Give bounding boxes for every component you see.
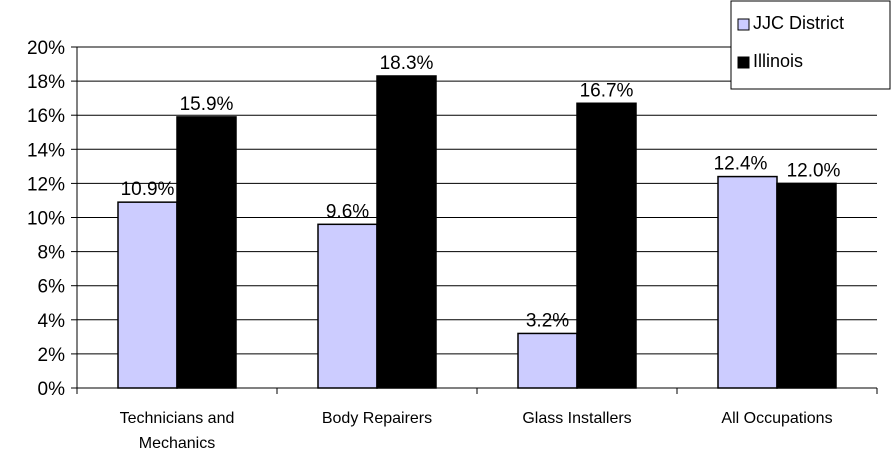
x-category-label: Glass Installers bbox=[522, 410, 631, 427]
x-category-label: Body Repairers bbox=[322, 410, 432, 427]
y-tick-label: 2% bbox=[38, 345, 66, 366]
bar-illinois bbox=[776, 182, 837, 389]
data-label: 12.4% bbox=[714, 154, 768, 175]
y-tick-label: 16% bbox=[27, 106, 65, 127]
data-label: 10.9% bbox=[121, 179, 175, 200]
legend-label: JJC District bbox=[753, 13, 844, 33]
bar-jjc-district bbox=[717, 175, 778, 389]
data-labels: 10.9% 9.6% 3.2% 12.4% 15.9% 18.3% 16.7% 12.0% bbox=[121, 53, 841, 331]
legend-swatch-illinois bbox=[737, 56, 750, 69]
bar-jjc-district bbox=[517, 332, 578, 389]
data-label: 12.0% bbox=[787, 160, 841, 181]
bars bbox=[117, 75, 837, 389]
bar-jjc-district bbox=[117, 201, 178, 389]
bar-illinois bbox=[376, 75, 437, 389]
legend-label: Illinois bbox=[753, 51, 803, 71]
bar-jjc-district bbox=[317, 223, 378, 389]
x-category-label: Mechanics bbox=[139, 435, 215, 452]
data-label: 15.9% bbox=[180, 94, 234, 115]
legend: JJC District Illinois bbox=[730, 0, 891, 90]
x-category-label: All Occupations bbox=[721, 410, 832, 427]
y-tick-label: 14% bbox=[27, 140, 65, 161]
data-label: 16.7% bbox=[580, 80, 634, 101]
y-tick-label: 8% bbox=[38, 243, 66, 264]
bar-illinois bbox=[176, 116, 237, 389]
y-tick-label: 0% bbox=[38, 379, 66, 400]
y-tick-label: 6% bbox=[38, 277, 66, 298]
y-tick-label: 4% bbox=[38, 311, 66, 332]
legend-box bbox=[730, 0, 891, 90]
legend-swatch-jjc-district bbox=[737, 18, 750, 31]
data-label: 18.3% bbox=[380, 53, 434, 74]
x-category-label: Technicians and bbox=[120, 410, 235, 427]
axes bbox=[76, 47, 878, 394]
y-axis-ticks: 0% 2% 4% 6% 8% 10% 12% 14% 16% 18% 20% bbox=[27, 38, 77, 400]
y-tick-label: 20% bbox=[27, 38, 65, 59]
data-label: 3.2% bbox=[526, 310, 569, 331]
data-label: 9.6% bbox=[326, 201, 369, 222]
y-tick-label: 12% bbox=[27, 174, 65, 195]
bar-illinois bbox=[576, 102, 637, 389]
x-axis-category-labels: Technicians and Mechanics Body Repairers Gl… bbox=[120, 410, 833, 452]
y-tick-label: 10% bbox=[27, 209, 65, 230]
y-tick-label: 18% bbox=[27, 72, 65, 93]
